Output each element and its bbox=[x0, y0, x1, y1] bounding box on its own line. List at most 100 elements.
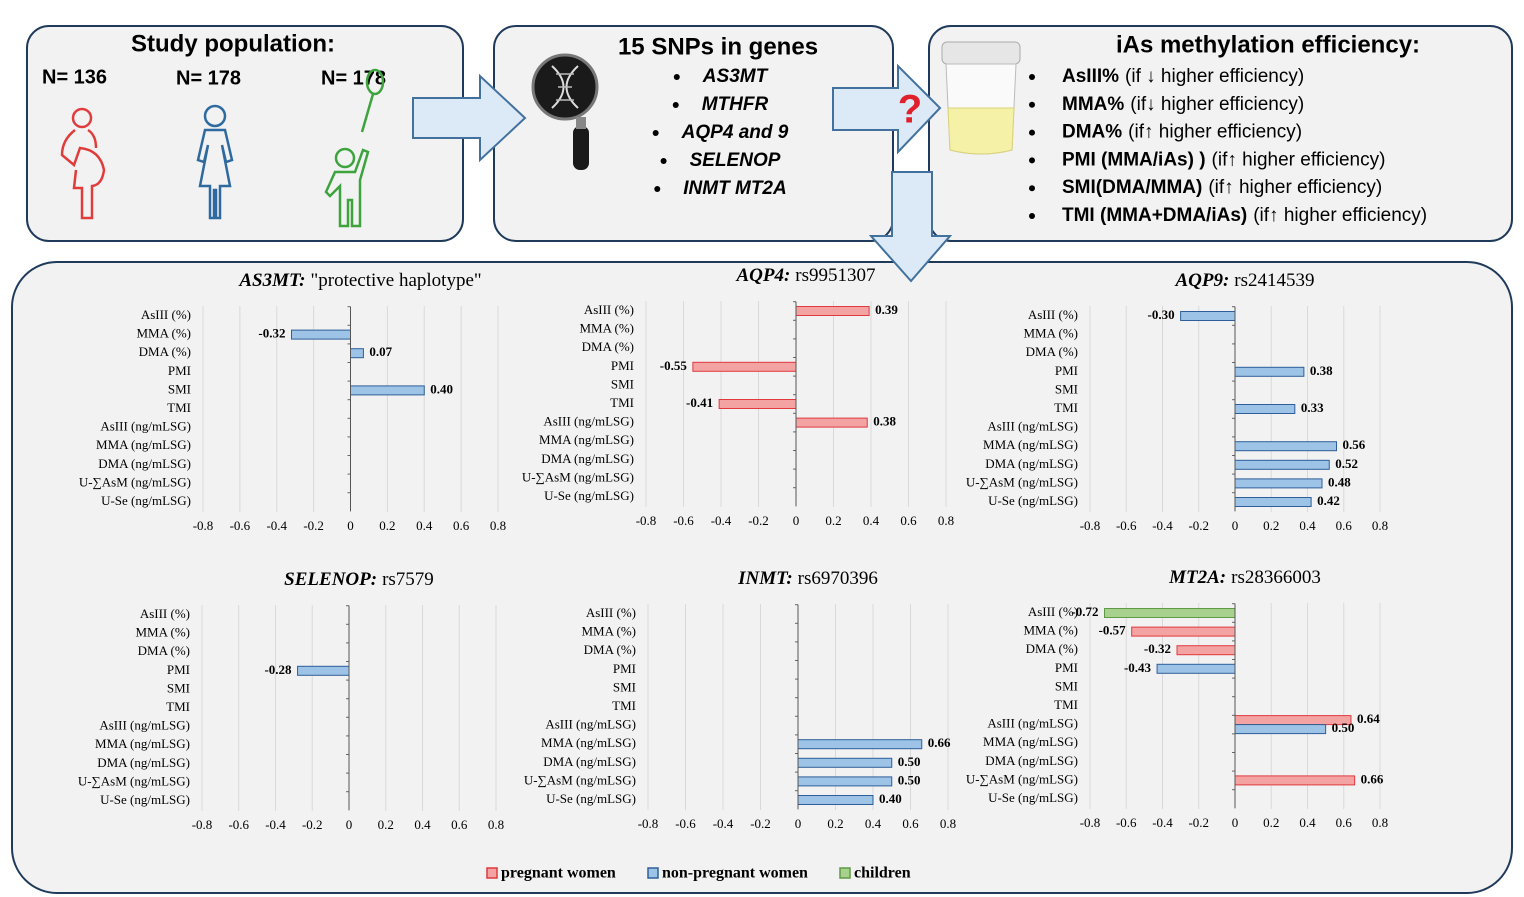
bullet bbox=[652, 130, 659, 136]
category-label: DMA (ng/mLSG) bbox=[97, 755, 190, 770]
category-label: U-∑AsM (ng/mLSG) bbox=[79, 474, 191, 489]
bar bbox=[692, 361, 797, 372]
term: DMA% bbox=[1062, 122, 1122, 143]
category-label: AsIII (ng/mLSG) bbox=[100, 419, 191, 434]
bullet bbox=[1029, 157, 1035, 164]
category-label: PMI bbox=[168, 363, 191, 378]
bar bbox=[350, 348, 364, 359]
category-label: TMI bbox=[166, 699, 190, 714]
x-tick-label: -0.2 bbox=[1188, 518, 1209, 533]
data-label: -0.57 bbox=[1099, 623, 1127, 638]
category-label: AsIII (ng/mLSG) bbox=[987, 419, 1078, 434]
x-tick-label: 0.2 bbox=[379, 518, 395, 533]
gene-name: AS3MT: bbox=[238, 270, 305, 291]
category-label: DMA (ng/mLSG) bbox=[98, 456, 191, 471]
category-label: TMI bbox=[610, 395, 634, 410]
bullet bbox=[1029, 101, 1035, 108]
category-label: MMA (%) bbox=[1023, 326, 1078, 341]
x-tick-label: 0.8 bbox=[1372, 518, 1388, 533]
data-label: -0.55 bbox=[660, 358, 688, 373]
pregnant-icon bbox=[60, 107, 106, 220]
legend-swatch bbox=[486, 867, 498, 879]
legend-swatch bbox=[647, 867, 659, 879]
x-tick-label: 0.6 bbox=[900, 513, 917, 528]
arrow bbox=[868, 171, 953, 283]
data-label: 0.66 bbox=[1361, 771, 1384, 786]
x-tick-label: 0.4 bbox=[414, 817, 431, 832]
x-tick-label: -0.6 bbox=[228, 817, 249, 832]
x-tick-label: 0.8 bbox=[490, 518, 506, 533]
category-label: AsIII (%) bbox=[1028, 307, 1078, 322]
x-tick-label: 0 bbox=[347, 518, 354, 533]
bullet bbox=[660, 158, 667, 164]
category-label: DMA (%) bbox=[584, 642, 636, 657]
category-label: AsIII (%) bbox=[586, 605, 636, 620]
note: (if ↓ higher efficiency) bbox=[1125, 66, 1304, 87]
term: TMI (MMA+DMA/iAs) bbox=[1062, 205, 1247, 226]
category-label: SMI bbox=[1055, 678, 1078, 693]
data-label: 0.40 bbox=[879, 791, 902, 806]
legend-label: non-pregnant women bbox=[662, 865, 808, 882]
category-label: DMA (%) bbox=[582, 339, 634, 354]
gene-name: MT2A: bbox=[1168, 567, 1226, 588]
note: (if↑ higher efficiency) bbox=[1212, 149, 1386, 170]
gene: AS3MT bbox=[702, 66, 769, 87]
bullet bbox=[672, 102, 679, 108]
data-label: 0.64 bbox=[1357, 711, 1380, 726]
magnifier-icon bbox=[531, 53, 599, 170]
bar bbox=[718, 399, 797, 409]
efficiency-item: MMA% (if↓ higher efficiency) bbox=[1062, 94, 1304, 115]
snp-name: rs7579 bbox=[382, 569, 434, 590]
gene: AQP4 and 9 bbox=[681, 122, 789, 143]
bar bbox=[1234, 775, 1356, 786]
category-label: AsIII (ng/mLSG) bbox=[987, 716, 1078, 731]
x-tick-label: -0.4 bbox=[711, 513, 732, 528]
term: SMI(DMA/MMA) bbox=[1062, 177, 1202, 198]
group-size: N= 178 bbox=[176, 67, 241, 89]
category-label: DMA (ng/mLSG) bbox=[543, 754, 636, 769]
gene-name: AQP4: bbox=[735, 265, 790, 286]
category-label: TMI bbox=[612, 698, 636, 713]
bullet bbox=[1029, 213, 1035, 219]
gene-name: AQP9: bbox=[1174, 270, 1229, 291]
category-label: SMI bbox=[1055, 381, 1078, 396]
x-tick-label: -0.8 bbox=[1080, 518, 1101, 533]
arrow bbox=[832, 63, 942, 155]
x-tick-label: -0.4 bbox=[1152, 518, 1173, 533]
x-tick-label: 0.2 bbox=[827, 816, 843, 831]
x-tick-label: 0.2 bbox=[1263, 815, 1279, 830]
bar bbox=[1234, 478, 1323, 489]
data-label: -0.28 bbox=[264, 662, 292, 677]
bar bbox=[291, 329, 351, 340]
category-label: AsIII (ng/mLSG) bbox=[545, 717, 636, 732]
snp-name: rs28366003 bbox=[1231, 567, 1321, 588]
category-label: MMA (%) bbox=[581, 624, 636, 639]
x-tick-label: 0.2 bbox=[825, 513, 841, 528]
bar bbox=[797, 795, 874, 805]
category-label: U-∑AsM (ng/mLSG) bbox=[522, 469, 634, 484]
bar bbox=[1131, 626, 1236, 637]
efficiency-item: TMI (MMA+DMA/iAs) (if↑ higher efficiency) bbox=[1062, 205, 1427, 226]
data-label: 0.66 bbox=[928, 735, 951, 750]
x-tick-label: -0.2 bbox=[1188, 815, 1209, 830]
x-tick-label: -0.8 bbox=[636, 513, 657, 528]
x-tick-label: 0.8 bbox=[938, 513, 954, 528]
x-tick-label: 0.4 bbox=[1299, 815, 1316, 830]
x-tick-label: -0.8 bbox=[638, 816, 659, 831]
efficiency-item: AsIII% (if ↓ higher efficiency) bbox=[1062, 66, 1304, 87]
gene: MTHFR bbox=[702, 94, 769, 115]
category-label: U-∑AsM (ng/mLSG) bbox=[966, 771, 1078, 786]
woman-icon bbox=[196, 104, 234, 220]
data-label: -0.41 bbox=[686, 395, 713, 410]
bar bbox=[1234, 441, 1337, 452]
category-label: DMA (ng/mLSG) bbox=[541, 451, 634, 466]
box-title: iAs methylation efficiency: bbox=[1116, 31, 1420, 58]
category-label: MMA (ng/mLSG) bbox=[983, 734, 1078, 749]
category-label: TMI bbox=[1054, 400, 1078, 415]
question-mark: ? bbox=[898, 88, 922, 132]
data-label: 0.40 bbox=[430, 381, 453, 396]
chart-title: AS3MT: "protective haplotype" bbox=[238, 270, 481, 291]
category-label: U-∑AsM (ng/mLSG) bbox=[966, 474, 1078, 489]
bar bbox=[797, 757, 893, 768]
snp-name: rs2414539 bbox=[1234, 270, 1314, 291]
